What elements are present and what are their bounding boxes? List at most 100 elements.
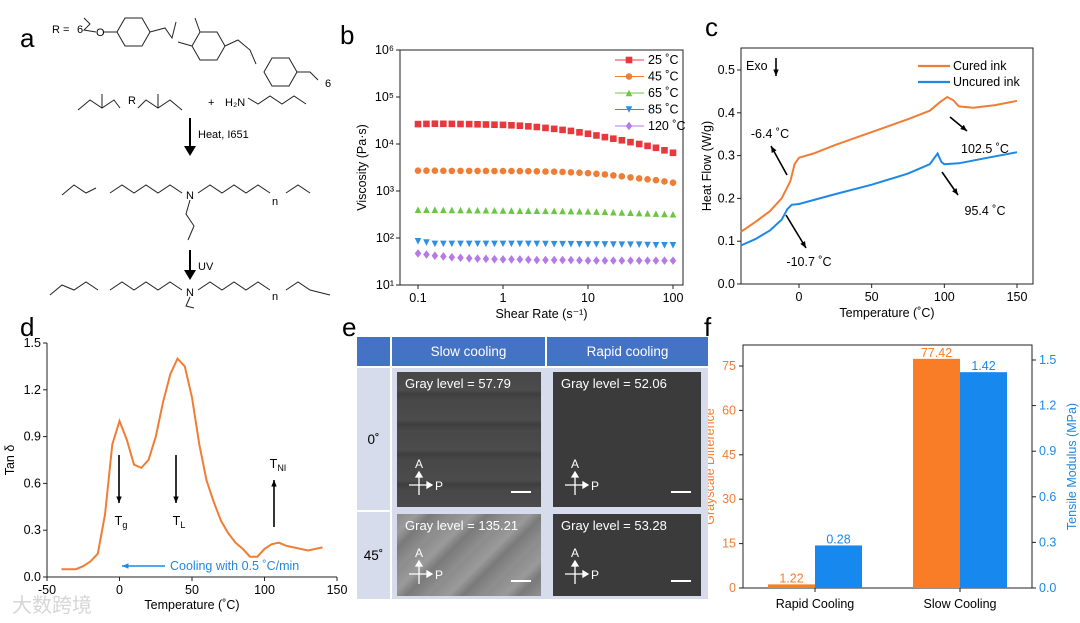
y-tick-label-right: 0.3: [1039, 535, 1056, 549]
data-point-circle: [448, 167, 456, 175]
y-tick-label-right: 1.5: [1039, 353, 1056, 367]
data-point-circle: [644, 176, 651, 183]
data-point-triangle-up: [644, 210, 651, 217]
tni-label-main: T: [270, 457, 278, 471]
data-point-triangle-up: [431, 206, 439, 214]
data-point-square: [644, 142, 651, 150]
series-line-1: [740, 151, 1018, 247]
y-tick-label: 1.5: [24, 336, 41, 350]
data-point-diamond: [423, 250, 430, 259]
analyzer-label: A: [571, 457, 579, 471]
gray-level-label: Gray level = 53.28: [561, 518, 667, 533]
category-label: Slow Cooling: [924, 597, 997, 611]
legend-label: 25 ˚C: [648, 53, 679, 67]
x-tick-label: 100: [663, 291, 684, 305]
data-point-circle: [567, 168, 575, 176]
tl-label: TL: [173, 514, 186, 530]
data-point-triangle-up: [448, 206, 456, 214]
data-point-circle: [457, 167, 464, 175]
tl-label-main: T: [173, 514, 181, 528]
legend-label: Cured ink: [953, 59, 1007, 73]
data-point-triangle-up: [516, 207, 524, 214]
panel-d-tan-delta-chart: -50 0 50 100 150 0.0 0.3 0.6 0.9 1.2 1.5 Temperatur…: [3, 336, 347, 612]
data-point-diamond: [516, 255, 524, 264]
nitrogen-label: N: [186, 190, 194, 202]
data-point-triangle-up: [457, 206, 464, 214]
y-axis-title: Tan δ: [3, 445, 17, 476]
exo-arrow-head: [773, 69, 779, 76]
y-tick-label: 0.3: [718, 149, 735, 163]
plot-frame: [399, 49, 684, 286]
y-axis-title: Heat Flow (W/g): [700, 121, 714, 211]
r-definition-label: R =: [52, 24, 69, 36]
data-point-triangle-down: [584, 241, 592, 248]
data-point-diamond: [593, 256, 600, 265]
x-axis-title: Temperature (˚C): [839, 306, 934, 320]
data-point-triangle-down: [610, 241, 617, 248]
data-point-diamond: [567, 255, 575, 265]
gray-level-label: Gray level = 135.21: [405, 518, 519, 533]
repeat-n-label-2: n: [272, 291, 278, 303]
x-tick-label: -50: [38, 583, 56, 597]
legend-label: 45 ˚C: [648, 70, 679, 84]
y-tick-label-right: 1.2: [1039, 399, 1056, 413]
data-point-square: [474, 121, 481, 128]
butylamine-label: H₂N: [225, 97, 245, 109]
data-point-triangle-up: [525, 207, 532, 214]
data-point-circle: [550, 168, 558, 175]
scale-bar: [511, 580, 531, 582]
data-point-triangle-down: [652, 241, 660, 249]
polarizer-cross-icon: AP: [409, 457, 443, 495]
series-4: [414, 249, 677, 265]
polarizer-label: P: [591, 568, 599, 582]
annotation-uncured-tg: -10.7 ˚C: [786, 255, 831, 269]
data-point-circle: [423, 167, 430, 175]
data-point-triangle-down: [542, 240, 549, 248]
data-point-triangle-down: [431, 240, 439, 248]
data-point-square: [499, 121, 507, 129]
data-point-triangle-up: [652, 210, 660, 217]
data-point-circle: [542, 168, 549, 175]
exo-label: Exo: [746, 59, 768, 73]
data-point-square: [576, 129, 583, 136]
panel-letter-a: a: [20, 23, 35, 53]
data-point-triangle-up: [533, 207, 541, 215]
data-point-diamond: [499, 255, 507, 264]
y-tick-label: 10¹: [376, 278, 394, 292]
data-point-triangle-down: [499, 240, 507, 248]
bar-value-label: 0.28: [826, 532, 850, 546]
cooling-arrow-head: [122, 563, 129, 569]
data-point-triangle-up: [482, 206, 490, 214]
x-tick-label: 50: [865, 290, 879, 304]
data-point-circle: [482, 167, 490, 175]
data-point-triangle-up: [584, 207, 592, 215]
y-tick-label-left: 0: [729, 581, 736, 595]
panel-letter-c: c: [705, 12, 718, 42]
data-point-square: [618, 136, 626, 144]
panel-b-viscosity-chart: 0.1 1 10 100 10¹ 10² 10³ 10⁴ 10⁵ 10⁶ Shear Rate (s…: [355, 43, 686, 321]
data-point-diamond: [465, 253, 473, 263]
y-tick-label: 1.2: [24, 383, 41, 397]
data-point-diamond: [542, 255, 549, 265]
oligomer-structure: [61, 184, 311, 241]
gray-level-label: Gray level = 57.79: [405, 376, 511, 391]
y-tick-label: 0.1: [718, 234, 735, 248]
bar-value-label: 1.42: [971, 359, 995, 373]
data-point-diamond: [550, 255, 558, 265]
data-point-square: [627, 138, 634, 146]
y-tick-label: 10⁶: [375, 43, 394, 57]
nitrogen-label-2: N: [186, 287, 194, 299]
tg-label: Tg: [115, 514, 128, 530]
x-tick-label: 1: [500, 291, 507, 305]
data-point-triangle-up: [635, 209, 643, 217]
data-point-diamond: [559, 255, 566, 265]
data-point-circle: [627, 174, 634, 181]
data-point-triangle-down: [627, 241, 634, 249]
annotation-arrow-head: [771, 146, 777, 153]
data-point-triangle-down: [423, 239, 430, 246]
annotation-cured-tg: -6.4 ˚C: [751, 127, 789, 141]
data-point-diamond: [601, 256, 609, 265]
data-point-circle: [601, 171, 609, 178]
